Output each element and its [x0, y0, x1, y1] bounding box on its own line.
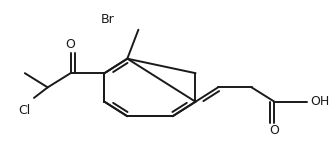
Text: OH: OH [311, 95, 330, 108]
Text: O: O [270, 124, 280, 137]
Text: O: O [65, 38, 75, 51]
Text: Br: Br [101, 12, 115, 26]
Text: Cl: Cl [19, 104, 31, 117]
